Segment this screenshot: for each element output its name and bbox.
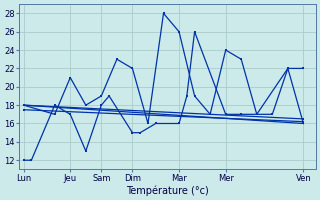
- X-axis label: Température (°c): Température (°c): [126, 185, 209, 196]
